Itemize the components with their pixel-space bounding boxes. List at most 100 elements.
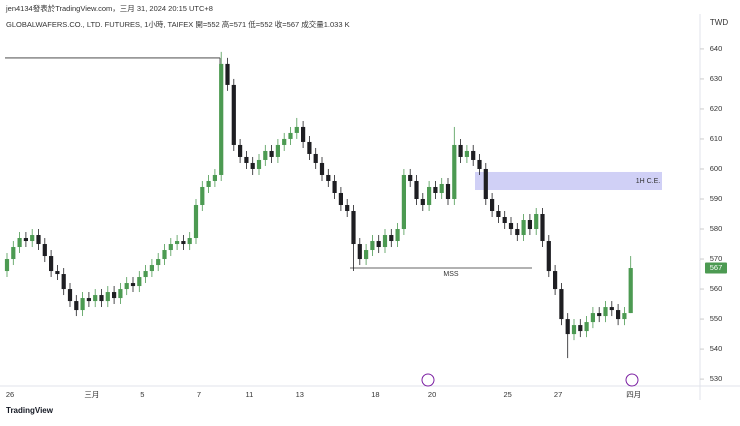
candle-body: [219, 63, 224, 175]
x-tick-label: 四月: [626, 390, 641, 399]
candle-body: [74, 301, 79, 311]
candle-body: [546, 241, 551, 272]
candle-body: [445, 183, 451, 199]
candle-body: [175, 241, 180, 245]
candle-body: [42, 244, 47, 257]
x-tick-label: 18: [371, 390, 379, 399]
candle-body: [376, 241, 381, 248]
candle-body: [395, 229, 400, 242]
candle-body: [527, 220, 532, 230]
candle-body: [193, 204, 199, 239]
candle-body: [584, 322, 589, 332]
candle-body: [55, 271, 60, 275]
brand: TradingView: [6, 406, 54, 415]
candle-body: [553, 271, 558, 290]
candle-body: [118, 289, 123, 299]
y-tick-label: 590: [710, 194, 723, 203]
y-tick-label: 570: [710, 254, 723, 263]
candle-body: [244, 156, 249, 163]
caption: jen4134發表於TradingView.com，三月 31, 2024 20…: [5, 3, 213, 13]
candle-body: [490, 198, 495, 212]
event-icon[interactable]: [421, 373, 435, 387]
candle-body: [414, 180, 419, 199]
y-tick-label: 610: [710, 134, 723, 143]
candle-body: [156, 259, 161, 266]
candle-body: [206, 180, 211, 187]
candle-body: [4, 259, 10, 272]
currency[interactable]: TWD: [710, 18, 728, 27]
candle-body: [345, 204, 350, 212]
candle-body: [275, 144, 280, 157]
y-tick-label: 600: [710, 164, 723, 173]
x-tick-label: 11: [246, 390, 254, 399]
candle-body: [364, 250, 369, 260]
candle-body: [408, 174, 413, 181]
candle-body: [99, 295, 104, 302]
candle-body: [212, 174, 217, 181]
y-tick-label: 530: [710, 374, 723, 383]
candle-body: [288, 132, 293, 139]
candle-body: [389, 235, 394, 242]
candle-body: [200, 186, 205, 205]
candle-body: [534, 214, 539, 230]
candle-body: [137, 277, 142, 287]
level-label: MSS: [443, 271, 459, 278]
y-tick-label: 620: [710, 104, 723, 113]
symbol-title: GLOBALWAFERS.CO., LTD. FUTURES, 1小時, TAI…: [6, 19, 350, 29]
candle-body: [508, 223, 514, 230]
candle-body: [250, 162, 255, 169]
candle-body: [609, 307, 614, 311]
candle-body: [597, 313, 602, 317]
candle-body: [433, 186, 438, 193]
candle-body: [162, 250, 167, 260]
x-tick-label: 5: [140, 390, 144, 399]
candle-body: [130, 283, 136, 287]
candle-body: [326, 174, 331, 181]
candle-body: [357, 244, 362, 260]
candle-body: [628, 268, 633, 314]
candle-body: [540, 214, 545, 242]
candle-body: [282, 138, 287, 145]
candle-body: [86, 298, 91, 302]
candle-body: [187, 238, 192, 245]
candle-body: [61, 274, 66, 290]
candle-body: [67, 289, 73, 302]
candle-body: [11, 247, 16, 260]
y-tick-label: 540: [710, 344, 723, 353]
y-tick-label: 560: [710, 284, 723, 293]
candle-body: [30, 235, 35, 242]
candle-body: [382, 235, 388, 248]
candle-body: [496, 211, 501, 218]
x-tick-label: 20: [428, 390, 436, 399]
event-icon[interactable]: [625, 373, 639, 387]
x-tick-label: 25: [504, 390, 512, 399]
candle-body: [452, 144, 457, 199]
candle-body: [603, 307, 608, 317]
candle-body: [427, 186, 432, 205]
candle-body: [502, 217, 507, 224]
candle-body: [49, 256, 54, 272]
candle-body: [256, 159, 262, 169]
candle-body: [149, 265, 154, 272]
candle-body: [477, 159, 482, 169]
candle-body: [269, 150, 274, 157]
candle-body: [515, 229, 520, 236]
x-tick-label: 7: [197, 390, 201, 399]
x-tick-label: 三月: [84, 390, 99, 399]
candle-body: [616, 310, 621, 320]
candle-body: [181, 241, 186, 245]
candle-body: [319, 162, 325, 175]
candle-body: [231, 84, 236, 145]
candle-body: [263, 150, 268, 160]
candle-body: [225, 63, 230, 85]
candle-body: [571, 325, 577, 335]
x-tick-label: 26: [6, 390, 14, 399]
candle-body: [559, 289, 564, 320]
candle-body: [464, 150, 469, 157]
candle-body: [307, 141, 312, 154]
zone: [475, 171, 662, 190]
last-price-label: 567: [710, 263, 723, 272]
candle-body: [124, 283, 129, 290]
